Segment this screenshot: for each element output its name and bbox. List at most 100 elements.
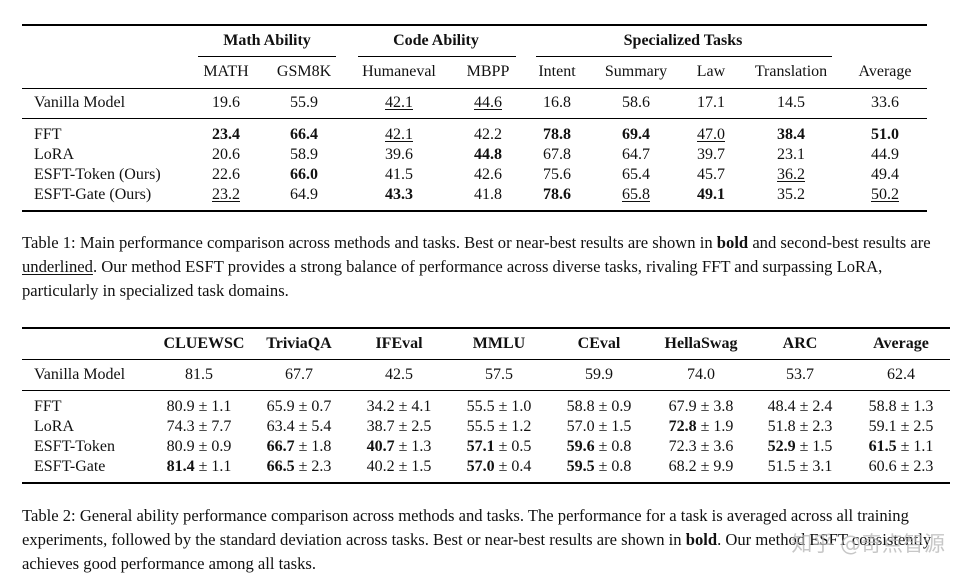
- cell-value: 52.9: [767, 438, 796, 455]
- cell-value: 49.4: [871, 166, 899, 183]
- table-cell: 20.6: [212, 146, 240, 164]
- method-label: Vanilla Model: [34, 94, 126, 111]
- table-cell: 47.0: [697, 126, 725, 144]
- table-cell: 22.6: [212, 166, 240, 184]
- table-cell: 40.7 ± 1.3: [367, 438, 432, 456]
- table-cell: 41.8: [474, 186, 502, 204]
- cell-std: ± 3.8: [700, 398, 734, 415]
- table-row: ESFT-Token (Ours) 22.6 66.0 41.5 42.6 75.6 65.…: [0, 166, 967, 186]
- cell-value: 66.5: [266, 458, 295, 475]
- cell-value: 40.2: [366, 458, 395, 475]
- table-cell: 74.3 ± 7.7: [167, 418, 232, 436]
- cell-std: ± 1.1: [198, 458, 232, 475]
- table1-col-header: MBPP: [466, 63, 510, 80]
- table-cell: 67.9 ± 3.8: [669, 398, 734, 416]
- table2-col-header: ARC: [782, 335, 818, 352]
- table2-col-header: CLUEWSC: [163, 335, 245, 352]
- table-cell: 65.9 ± 0.7: [267, 398, 332, 416]
- cell-value: 50.2: [871, 186, 899, 203]
- table2-bottom-rule: [22, 482, 950, 484]
- cell-std: ± 1.5: [598, 418, 632, 435]
- cell-std: ± 0.9: [598, 398, 632, 415]
- cell-value: 42.6: [474, 166, 502, 183]
- cell-value: 19.6: [212, 94, 240, 111]
- method-label: ESFT-Token (Ours): [34, 166, 161, 183]
- table-cell: 61.5 ± 1.1: [869, 438, 934, 456]
- table-cell: 66.4: [290, 126, 318, 144]
- table1-col-header: Summary: [604, 63, 668, 80]
- table1-col-header: Average: [858, 63, 912, 80]
- cell-value: 45.7: [697, 166, 725, 183]
- cell-std: ± 3.1: [799, 458, 833, 475]
- table-cell: 55.5 ± 1.2: [467, 418, 532, 436]
- cell-value: 66.0: [290, 166, 318, 183]
- cell-std: ± 0.8: [598, 438, 632, 455]
- method-label: ESFT-Token: [34, 438, 115, 455]
- table-cell: 67.8: [543, 146, 571, 164]
- table-cell: 59.1 ± 2.5: [869, 418, 934, 436]
- cell-value: 66.7: [266, 438, 295, 455]
- cell-value: 67.7: [285, 366, 313, 383]
- table-cell: 17.1: [697, 94, 725, 112]
- table1-bottom-rule: [22, 210, 927, 212]
- cell-std: ± 1.1: [900, 438, 934, 455]
- cell-value: 48.4: [767, 398, 796, 415]
- table-cell: 42.5: [385, 366, 413, 384]
- table-cell: 44.8: [474, 146, 502, 164]
- cell-std: ± 0.4: [498, 458, 532, 475]
- table-cell: 39.7: [697, 146, 725, 164]
- cell-value: 53.7: [786, 366, 814, 383]
- table-cell: 49.1: [697, 186, 725, 204]
- table-cell: 42.1: [385, 126, 413, 144]
- table-cell: 43.3: [385, 186, 413, 204]
- table-cell: 64.7: [622, 146, 650, 164]
- cell-value: 78.8: [543, 126, 571, 143]
- table-cell: 66.7 ± 1.8: [267, 438, 332, 456]
- table-cell: 67.7: [285, 366, 313, 384]
- table-cell: 57.0 ± 1.5: [567, 418, 632, 436]
- table-cell: 42.6: [474, 166, 502, 184]
- cell-std: ± 1.1: [198, 398, 232, 415]
- cell-value: 39.6: [385, 146, 413, 163]
- cell-std: ± 2.4: [799, 398, 833, 415]
- table-cell: 75.6: [543, 166, 571, 184]
- table1-col-header: Intent: [538, 63, 576, 80]
- cell-value: 58.9: [290, 146, 318, 163]
- cell-value: 61.5: [868, 438, 897, 455]
- table-cell: 69.4: [622, 126, 650, 144]
- cell-std: ± 1.2: [498, 418, 532, 435]
- table-cell: 23.2: [212, 186, 240, 204]
- cell-std: ± 3.6: [700, 438, 734, 455]
- caption-text: Table 1: Main performance comparison acr…: [22, 233, 717, 252]
- table-cell: 58.9: [290, 146, 318, 164]
- table2-col-header: CEval: [577, 335, 621, 352]
- method-label: Vanilla Model: [34, 366, 126, 383]
- cell-value: 42.2: [474, 126, 502, 143]
- cell-std: ± 1.9: [700, 418, 734, 435]
- cell-std: ± 2.3: [298, 458, 332, 475]
- cell-std: ± 0.5: [498, 438, 532, 455]
- cell-std: ± 0.8: [598, 458, 632, 475]
- table-cell: 34.2 ± 4.1: [367, 398, 432, 416]
- method-label: LoRA: [34, 418, 74, 435]
- table2-mid-rule: [22, 390, 950, 391]
- table-cell: 59.6 ± 0.8: [567, 438, 632, 456]
- table1-caption: Table 1: Main performance comparison acr…: [22, 231, 942, 303]
- table-cell: 23.1: [777, 146, 805, 164]
- table-cell: 72.3 ± 3.6: [669, 438, 734, 456]
- cell-value: 59.6: [566, 438, 595, 455]
- cell-value: 63.4: [266, 418, 295, 435]
- cell-value: 34.2: [366, 398, 395, 415]
- table-cell: 74.0: [687, 366, 715, 384]
- table-cell: 19.6: [212, 94, 240, 112]
- cell-value: 42.5: [385, 366, 413, 383]
- table-cell: 40.2 ± 1.5: [367, 458, 432, 476]
- cell-value: 69.4: [622, 126, 650, 143]
- table-cell: 65.4: [622, 166, 650, 184]
- cell-value: 42.1: [385, 94, 413, 111]
- cell-value: 65.8: [622, 186, 650, 203]
- table-cell: 50.2: [871, 186, 899, 204]
- cell-value: 67.9: [668, 398, 697, 415]
- cell-value: 20.6: [212, 146, 240, 163]
- cell-std: ± 9.9: [700, 458, 734, 475]
